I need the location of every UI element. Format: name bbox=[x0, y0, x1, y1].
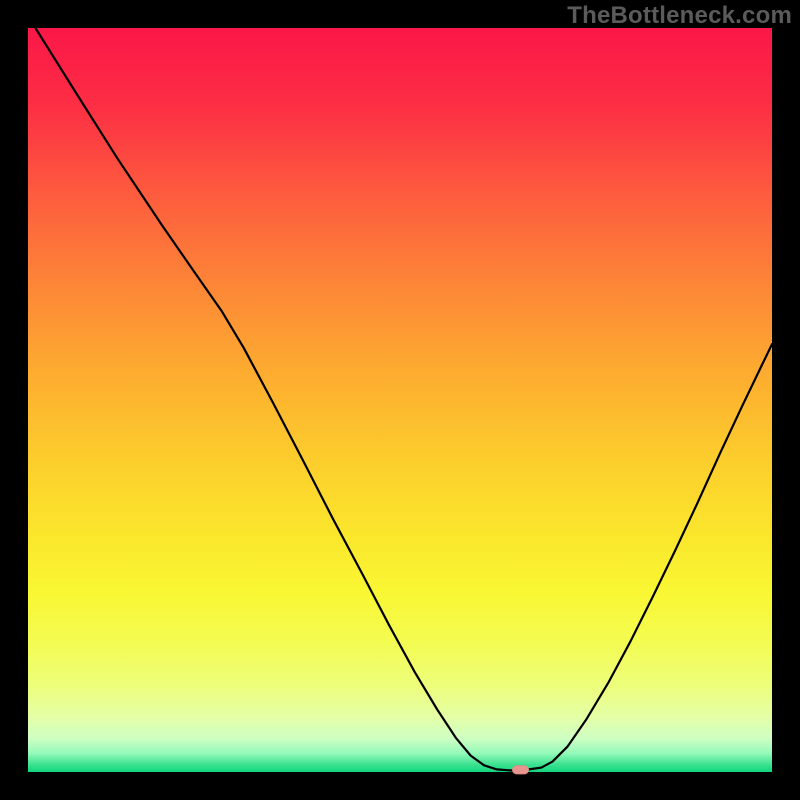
plot-background bbox=[28, 28, 772, 772]
chart-stage: TheBottleneck.com bbox=[0, 0, 800, 800]
optimum-marker bbox=[512, 765, 528, 774]
watermark-text: TheBottleneck.com bbox=[567, 2, 792, 30]
bottleneck-chart bbox=[0, 0, 800, 800]
